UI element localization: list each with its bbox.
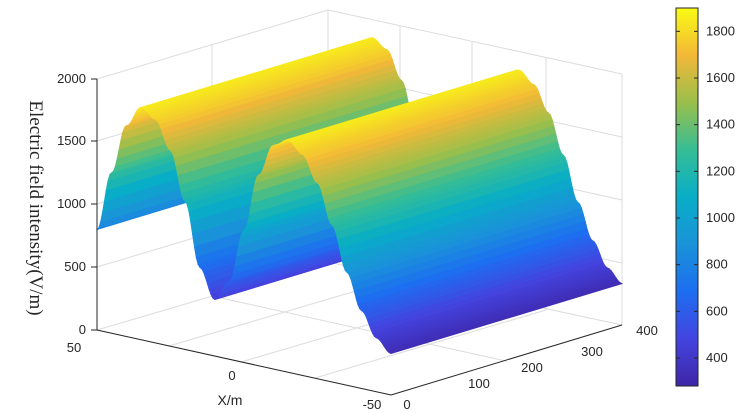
z-tick-label: 0: [79, 322, 86, 337]
x-tick-label: -50: [363, 397, 382, 412]
y-tick-label: 400: [636, 323, 658, 338]
x-axis-ticks: 50 0 -50 X/m: [67, 340, 382, 412]
colorbar-tick-label: 600: [706, 303, 728, 318]
y-tick-label: 0: [403, 397, 410, 412]
x-axis-label: X/m: [218, 392, 243, 408]
y-tick-label: 200: [521, 360, 543, 375]
z-tick-label: 500: [64, 259, 86, 274]
colorbar: 400 600 800 1000 1200 1400 1600 1800: [675, 7, 735, 387]
z-tick-label: 1500: [57, 133, 86, 148]
colorbar-tick-label: 800: [706, 257, 728, 272]
y-tick-label: 300: [581, 344, 603, 359]
colorbar-tick-label: 1600: [706, 70, 735, 85]
colorbar-tick-label: 400: [706, 350, 728, 365]
colorbar-tick-label: 1200: [706, 163, 735, 178]
surface-strip: [388, 282, 624, 355]
z-axis-label: Electric field intensity(V/m): [25, 100, 46, 315]
x-tick-label: 0: [228, 368, 235, 383]
colorbar-tick-label: 1000: [706, 210, 735, 225]
colorbar-ticks: 400 600 800 1000 1200 1400 1600 1800: [676, 23, 735, 365]
z-tick-label: 1000: [57, 196, 86, 211]
colorbar-tick-label: 1400: [706, 117, 735, 132]
x-tick-label: 50: [67, 340, 81, 355]
colorbar-tick-label: 1800: [706, 23, 735, 38]
y-axis-ticks: 0 100 200 300 400: [403, 323, 657, 412]
y-tick-label: 100: [468, 376, 490, 391]
surface-mesh: [95, 37, 624, 355]
colorbar-swatch: [675, 7, 699, 387]
z-tick-label: 2000: [57, 71, 86, 86]
z-axis-ticks: 0 500 1000 1500 2000: [57, 71, 97, 337]
